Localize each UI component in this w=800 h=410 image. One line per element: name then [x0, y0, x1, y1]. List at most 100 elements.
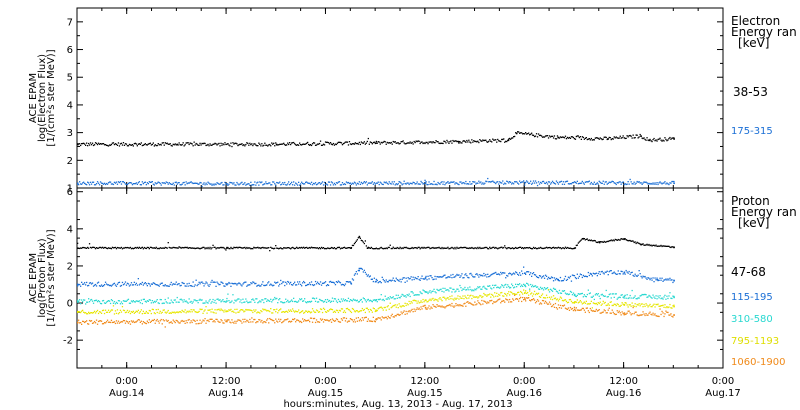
- data-point: [314, 321, 317, 324]
- data-point: [340, 308, 343, 310]
- data-point: [612, 311, 614, 313]
- data-point: [301, 246, 303, 249]
- data-point: [214, 299, 216, 302]
- data-point: [516, 181, 518, 183]
- data-point: [626, 239, 628, 241]
- data-point: [279, 143, 281, 145]
- data-point: [282, 321, 284, 323]
- data-point: [659, 305, 661, 307]
- legend-entry: 1060-1900: [731, 357, 786, 368]
- data-point: [446, 289, 448, 291]
- data-point: [244, 318, 246, 320]
- data-point: [629, 178, 631, 181]
- legend-title: Electron: [731, 14, 780, 28]
- data-point: [117, 247, 120, 249]
- data-point: [659, 181, 661, 183]
- data-point: [652, 304, 654, 306]
- data-point: [189, 285, 191, 287]
- data-point: [238, 319, 240, 321]
- data-point: [313, 142, 316, 144]
- data-point: [142, 183, 144, 185]
- data-point: [430, 183, 432, 185]
- data-point: [389, 244, 391, 246]
- data-point: [320, 300, 323, 302]
- data-point: [196, 311, 198, 314]
- data-point: [283, 320, 285, 322]
- data-point: [101, 323, 104, 325]
- data-point: [88, 184, 91, 186]
- data-point: [171, 183, 173, 186]
- data-point: [384, 306, 386, 309]
- y-tick-label: 5: [67, 73, 73, 84]
- data-point: [171, 311, 173, 313]
- data-point: [654, 313, 656, 315]
- data-point: [329, 280, 332, 283]
- data-point: [162, 247, 164, 249]
- data-point: [210, 144, 212, 146]
- data-point: [112, 183, 115, 186]
- data-point: [667, 278, 669, 280]
- data-point: [509, 287, 511, 289]
- data-point: [606, 183, 608, 185]
- data-point: [158, 312, 160, 314]
- data-point: [499, 298, 501, 300]
- data-point: [469, 295, 471, 297]
- data-point: [384, 316, 386, 319]
- data-point: [591, 307, 593, 309]
- data-point: [324, 319, 327, 321]
- data-point: [271, 184, 273, 186]
- data-point: [510, 286, 512, 289]
- data-point: [462, 277, 464, 279]
- data-point: [411, 308, 413, 311]
- data-point: [559, 247, 562, 249]
- data-point: [455, 140, 457, 142]
- data-point: [621, 294, 623, 296]
- data-point: [494, 247, 496, 249]
- data-point: [85, 321, 87, 323]
- data-point: [602, 180, 604, 182]
- data-point: [320, 246, 323, 249]
- data-point: [275, 245, 277, 247]
- data-point: [401, 247, 403, 249]
- data-point: [643, 313, 645, 315]
- data-point: [572, 292, 575, 294]
- data-point: [527, 283, 529, 285]
- data-point: [536, 136, 539, 138]
- data-point: [556, 135, 559, 137]
- data-point: [134, 321, 136, 323]
- data-point: [150, 144, 152, 146]
- data-point: [326, 284, 329, 286]
- data-point: [551, 290, 554, 292]
- data-point: [108, 284, 111, 287]
- data-point: [152, 247, 154, 249]
- data-point: [602, 294, 604, 297]
- data-point: [368, 143, 370, 145]
- data-point: [661, 277, 663, 279]
- data-point: [354, 299, 356, 301]
- data-point: [548, 246, 551, 249]
- data-point: [646, 137, 648, 139]
- data-point: [188, 298, 190, 300]
- data-point: [390, 247, 392, 250]
- data-point: [485, 139, 487, 141]
- data-point: [247, 142, 249, 145]
- data-point: [188, 247, 190, 249]
- data-point: [586, 181, 588, 183]
- data-point: [664, 137, 666, 139]
- data-point: [338, 300, 341, 302]
- data-point: [394, 298, 396, 300]
- data-point: [621, 238, 623, 240]
- data-point: [243, 321, 245, 323]
- data-point: [354, 182, 356, 184]
- data-point: [202, 319, 204, 321]
- data-point: [375, 182, 377, 184]
- data-point: [149, 181, 151, 183]
- data-point: [623, 297, 625, 299]
- data-point: [575, 277, 577, 280]
- data-point: [486, 276, 488, 278]
- data-point: [512, 137, 514, 139]
- data-point: [428, 291, 430, 293]
- data-point: [624, 137, 626, 140]
- data-point: [329, 247, 332, 249]
- data-point: [158, 144, 160, 146]
